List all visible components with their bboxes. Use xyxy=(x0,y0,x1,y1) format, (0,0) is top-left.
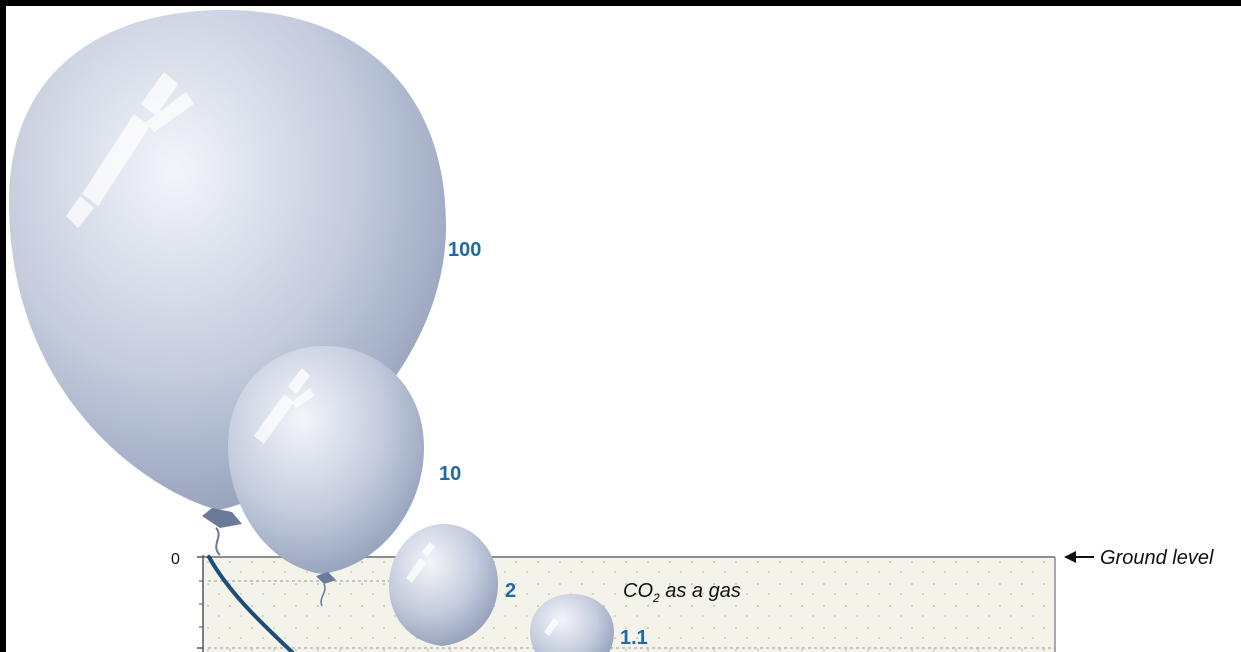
diagram-canvas: 0 100 10 2 xyxy=(6,6,1241,652)
balloon-2 xyxy=(389,524,498,646)
region-label-rest: as a gas xyxy=(660,580,741,602)
ground-texture xyxy=(203,557,1055,652)
ground-level-label: Ground level xyxy=(1100,547,1214,569)
balloon-10 xyxy=(228,346,424,607)
balloon-100-ribbon xyxy=(215,527,221,556)
balloon-2-body xyxy=(389,524,498,646)
region-label-co: CO xyxy=(623,580,653,602)
balloon-1-1 xyxy=(530,594,614,652)
region-label: CO2 as a gas xyxy=(623,580,741,605)
balloon-10-highlight xyxy=(254,368,314,444)
balloon-10-body xyxy=(228,346,424,574)
ground-level-arrowhead xyxy=(1064,551,1076,563)
balloon-1-1-label: 1.1 xyxy=(620,627,648,649)
balloon-diagram: 0 100 10 2 xyxy=(8,10,1214,652)
balloon-100-highlight xyxy=(66,72,194,228)
balloon-1-1-highlight xyxy=(544,618,559,636)
depth-zero-label: 0 xyxy=(171,551,180,568)
balloon-1-1-body xyxy=(530,594,614,652)
balloon-100-label: 100 xyxy=(448,239,481,261)
balloon-10-knot xyxy=(316,572,336,584)
balloon-2-label: 2 xyxy=(505,580,516,602)
balloon-10-ribbon xyxy=(320,583,326,607)
balloon-2-highlight xyxy=(406,542,435,583)
volume-curve xyxy=(207,555,294,652)
region-label-subscript: 2 xyxy=(652,591,660,605)
balloon-10-label: 10 xyxy=(439,463,461,485)
balloon-100-knot xyxy=(202,508,242,528)
